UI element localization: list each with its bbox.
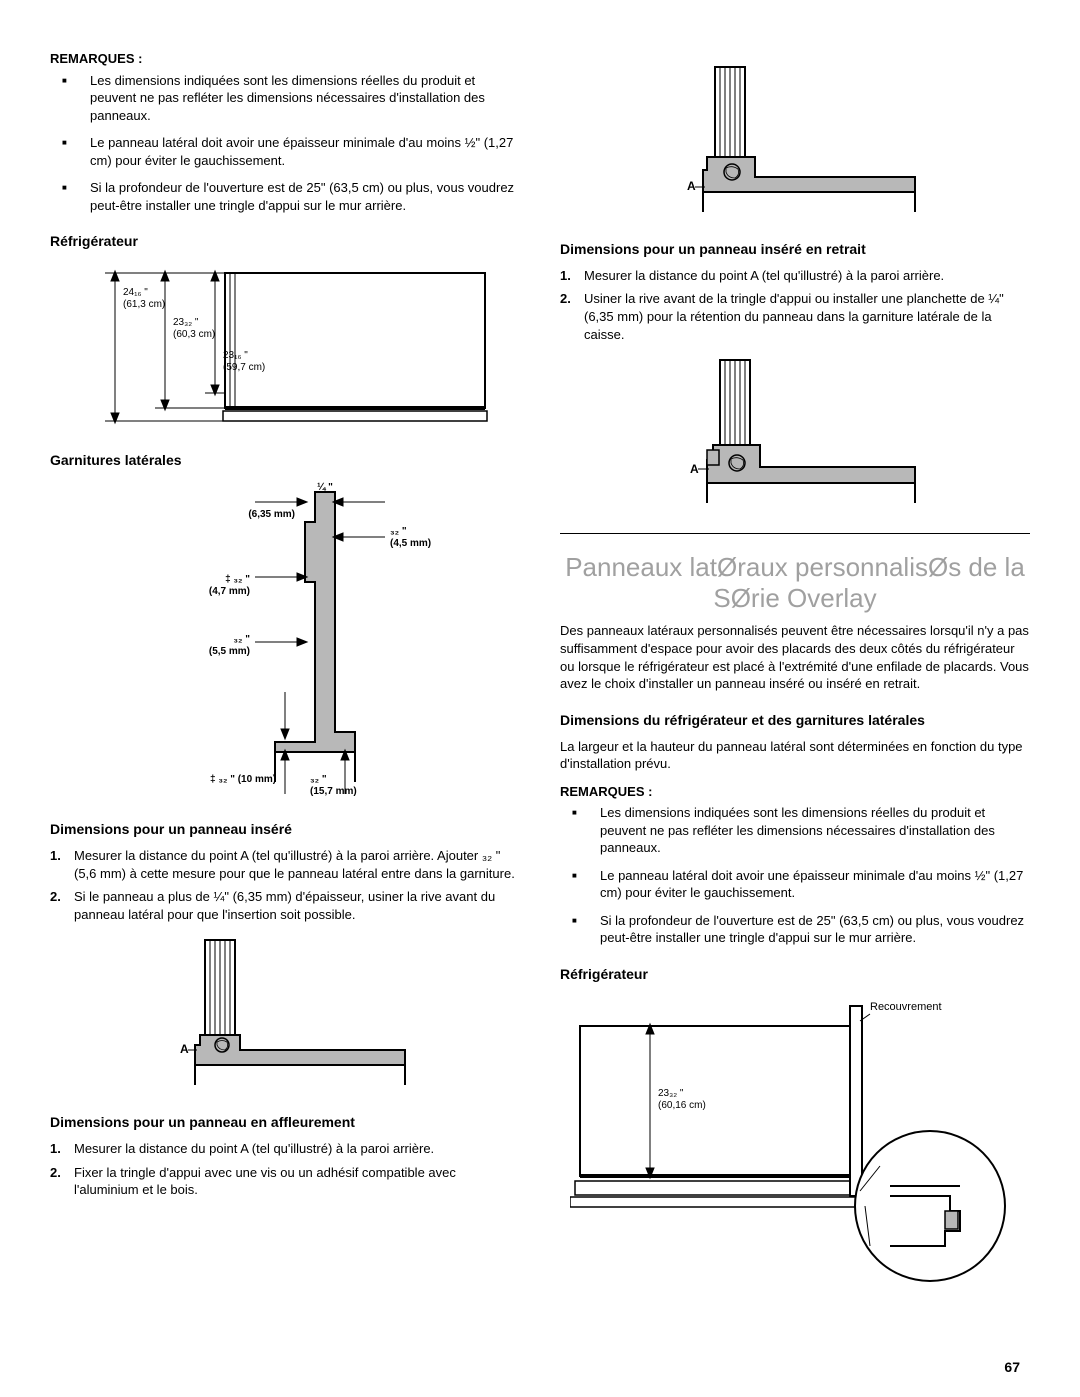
svg-text:Recouvrement: Recouvrement [870, 1001, 942, 1013]
list-item: Si la profondeur de l'ouverture est de 2… [74, 179, 520, 214]
page-number: 67 [1004, 1358, 1020, 1377]
svg-text:23₃₂ ": 23₃₂ " [658, 1088, 684, 1099]
list-item: 2.Fixer la tringle d'appui avec une vis … [50, 1164, 520, 1199]
step-text: Si le panneau a plus de ¼" (6,35 mm) d'é… [74, 888, 520, 923]
remarques-list: Les dimensions indiquées sont les dimens… [50, 72, 520, 215]
step-text: Mesurer la distance du point A (tel qu'i… [584, 267, 944, 285]
refrigerateur-title: Réfrigérateur [50, 232, 520, 251]
step-text: Mesurer la distance du point A (tel qu'i… [74, 847, 520, 882]
garnitures-title: Garnitures latérales [50, 451, 520, 470]
list-item: Les dimensions indiquées sont les dimens… [584, 804, 1030, 857]
retrait-diagram: A [560, 355, 1030, 515]
retrait-steps: 1.Mesurer la distance du point A (tel qu… [560, 267, 1030, 343]
overlay-refrig-diagram: Recouvrement 23₃₂ " (60,16 cm) [560, 996, 1030, 1296]
top-right-diagram: A [560, 62, 1030, 222]
garnitures-diagram: ¼ " (6,35 mm) ₃₂ " (4,5 mm) ‡ ₃₂ " (4,7 … [50, 482, 520, 802]
separator [560, 533, 1030, 534]
svg-text:A: A [690, 462, 699, 476]
list-item: Si la profondeur de l'ouverture est de 2… [584, 912, 1030, 947]
dims-intro: La largeur et la hauteur du panneau laté… [560, 738, 1030, 773]
svg-text:(15,7 mm): (15,7 mm) [310, 786, 357, 797]
retrait-title: Dimensions pour un panneau inséré en ret… [560, 240, 1030, 259]
step-text: Mesurer la distance du point A (tel qu'i… [74, 1140, 434, 1158]
svg-text:A: A [180, 1042, 189, 1056]
list-item: 2.Si le panneau a plus de ¼" (6,35 mm) d… [50, 888, 520, 923]
insere-title: Dimensions pour un panneau inséré [50, 820, 520, 839]
svg-text:(5,5 mm): (5,5 mm) [209, 646, 250, 657]
list-item: 1.Mesurer la distance du point A (tel qu… [50, 847, 520, 882]
svg-text:(59,7 cm): (59,7 cm) [223, 362, 265, 373]
step-text: Fixer la tringle d'appui avec une vis ou… [74, 1164, 520, 1199]
overlay-title: Panneaux latØraux personnalisØs de la SØ… [560, 552, 1030, 614]
affleur-steps: 1.Mesurer la distance du point A (tel qu… [50, 1140, 520, 1199]
svg-text:(60,3 cm): (60,3 cm) [173, 329, 215, 340]
svg-text:23₃₂ ": 23₃₂ " [173, 317, 199, 328]
right-column: A Dimensions pour un panneau inséré en r… [560, 50, 1030, 1308]
svg-text:₃₂ ": ₃₂ " [390, 526, 407, 537]
list-item: Le panneau latéral doit avoir une épaiss… [584, 867, 1030, 902]
list-item: 1.Mesurer la distance du point A (tel qu… [560, 267, 1030, 285]
svg-text:₃₂ ": ₃₂ " [310, 774, 327, 785]
svg-text:24₁₆ ": 24₁₆ " [123, 287, 148, 298]
insere-steps: 1.Mesurer la distance du point A (tel qu… [50, 847, 520, 923]
svg-text:(4,7 mm): (4,7 mm) [209, 586, 250, 597]
svg-text:(61,3 cm): (61,3 cm) [123, 299, 165, 310]
overlay-intro: Des panneaux latéraux personnalisés peuv… [560, 622, 1030, 692]
svg-text:¼ ": ¼ " [317, 482, 333, 493]
left-column: REMARQUES : Les dimensions indiquées son… [50, 50, 520, 1308]
svg-text:(6,35 mm): (6,35 mm) [248, 509, 295, 520]
svg-text:A: A [687, 179, 696, 193]
list-item: 1.Mesurer la distance du point A (tel qu… [50, 1140, 520, 1158]
svg-text:(60,16 cm): (60,16 cm) [658, 1100, 706, 1111]
dims-title: Dimensions du réfrigérateur et des garni… [560, 711, 1030, 730]
step-text: Usiner la rive avant de la tringle d'app… [584, 290, 1030, 343]
remarques-heading: REMARQUES : [50, 50, 520, 68]
svg-text:‡ ₃₂ ": ‡ ₃₂ " [225, 574, 250, 585]
insere-diagram: A [50, 935, 520, 1095]
list-item: Le panneau latéral doit avoir une épaiss… [74, 134, 520, 169]
svg-text:(4,5 mm): (4,5 mm) [390, 538, 431, 549]
refrigerateur-diagram: 24₁₆ " (61,3 cm) 23₃₂ " (60,3 cm) 23₁₆ "… [50, 263, 520, 433]
refrig-title-right: Réfrigérateur [560, 965, 1030, 984]
svg-text:₃₂ ": ₃₂ " [233, 634, 250, 645]
remarques-list-right: Les dimensions indiquées sont les dimens… [560, 804, 1030, 947]
svg-text:23₁₆ ": 23₁₆ " [223, 350, 248, 361]
svg-text:‡ ₃₂ " (10 mm): ‡ ₃₂ " (10 mm) [210, 774, 276, 785]
list-item: Les dimensions indiquées sont les dimens… [74, 72, 520, 125]
affleur-title: Dimensions pour un panneau en affleureme… [50, 1113, 520, 1132]
remarques-heading-right: REMARQUES : [560, 783, 1030, 801]
list-item: 2.Usiner la rive avant de la tringle d'a… [560, 290, 1030, 343]
